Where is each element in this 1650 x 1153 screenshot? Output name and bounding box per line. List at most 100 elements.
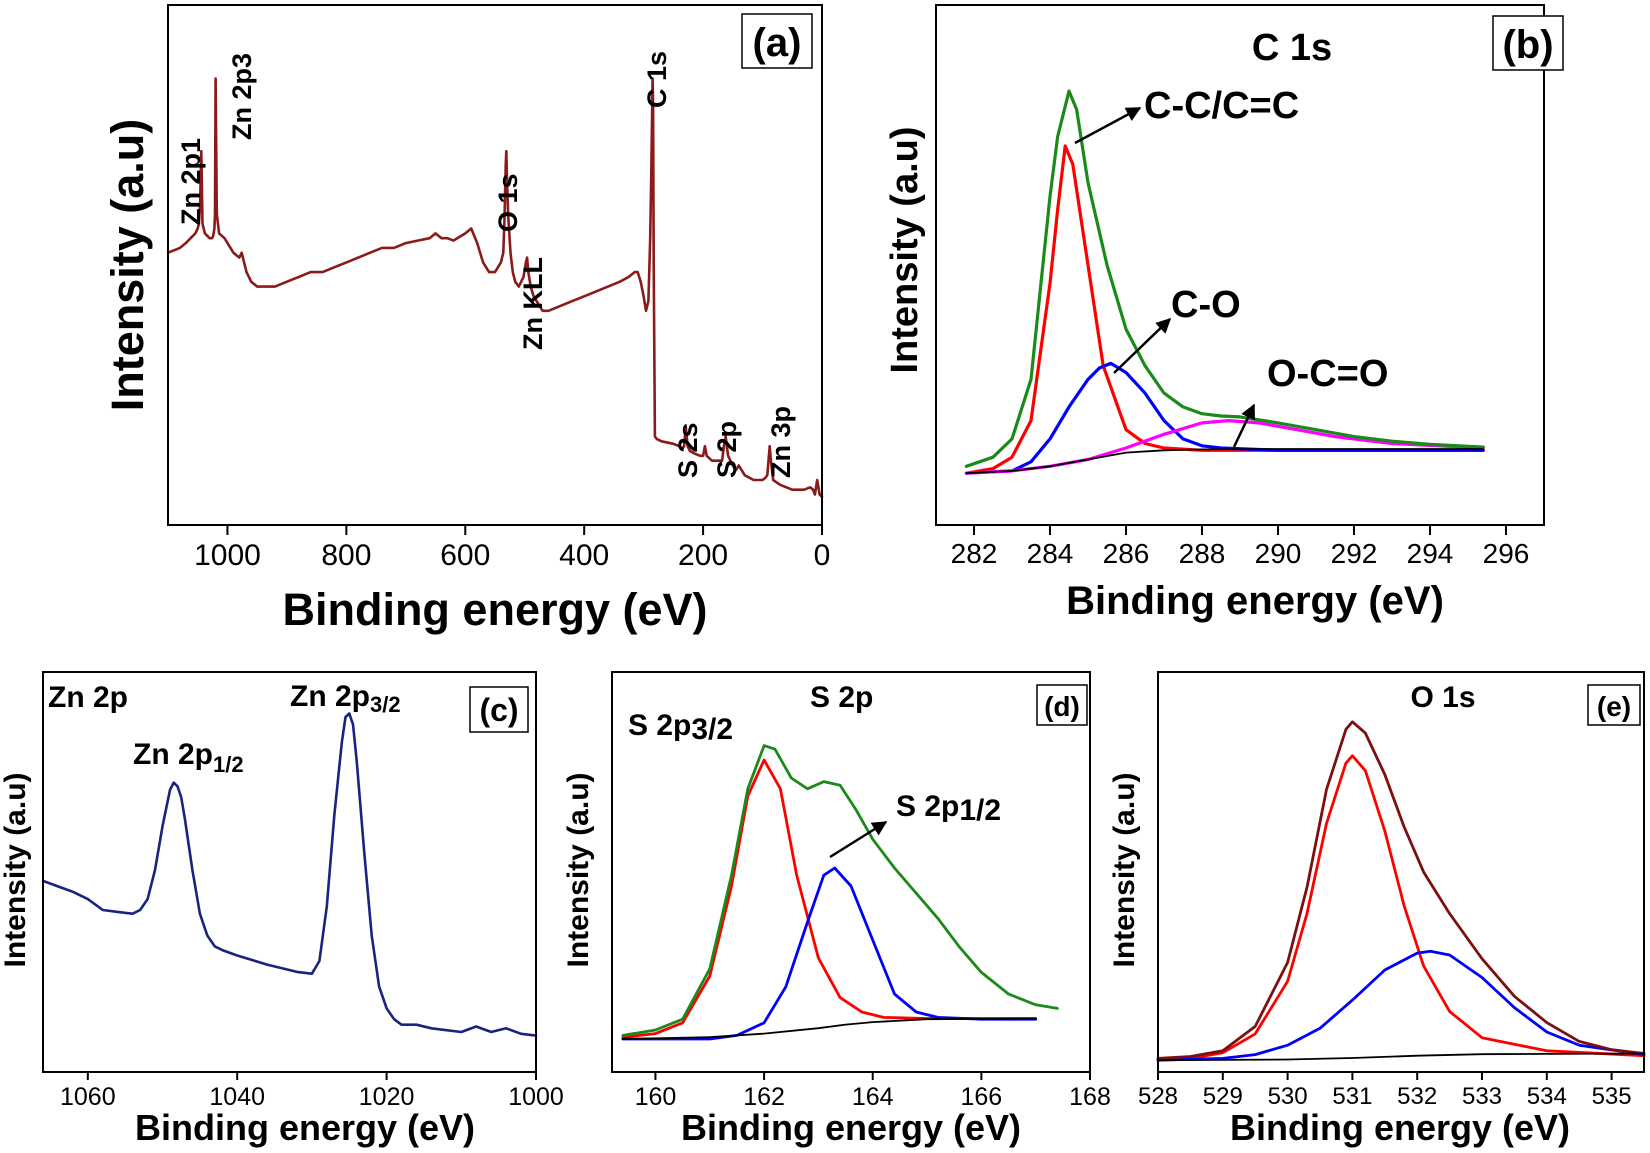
x-axis-label-c: Binding energy (eV) bbox=[135, 1107, 475, 1148]
series-line-b-1 bbox=[964, 361, 1485, 475]
panel-label-box-b bbox=[1492, 15, 1564, 71]
plot-area-e bbox=[1156, 720, 1646, 1062]
series-line-d-3 bbox=[622, 1017, 1037, 1040]
arrow-s-2p12 bbox=[829, 820, 888, 859]
x-tick-label-e-6: 534 bbox=[1527, 1083, 1567, 1110]
y-axis-label-e: Intensity (a.u) bbox=[1108, 772, 1141, 967]
panel-label-box-d bbox=[1036, 684, 1088, 726]
x-ticks-b: 282 284 286 288 290 292 294 296 bbox=[951, 525, 1529, 569]
panel-label-box-e bbox=[1587, 684, 1641, 726]
x-tick-label-e-2: 530 bbox=[1268, 1083, 1308, 1110]
x-tick-label-b-0: 282 bbox=[951, 538, 998, 569]
x-ticks-a: 1000 800 600 400 200 0 bbox=[194, 525, 830, 572]
series-line-b-4 bbox=[965, 448, 1485, 475]
x-axis-label-e: Binding energy (eV) bbox=[1230, 1107, 1570, 1148]
x-tick-label-b-3: 288 bbox=[1179, 538, 1226, 569]
series-line-d-2 bbox=[621, 744, 1059, 1037]
annotation-o-c-o: O-C=O bbox=[1267, 353, 1388, 395]
x-axis-label-d: Binding energy (eV) bbox=[681, 1107, 1021, 1148]
series-line-e-1 bbox=[1156, 949, 1646, 1062]
panel-a: 1000 800 600 400 200 0 (a) Binding energy (eV… bbox=[102, 4, 830, 635]
x-ticks-c: 1060 1040 1020 1000 bbox=[60, 1072, 564, 1111]
panel-d: 160 162 164 166 168 (d) S 2p S 2p3/2 S 2p1/2… bbox=[562, 671, 1111, 1148]
series-line-d-1 bbox=[621, 866, 1038, 1041]
series-line-e-2 bbox=[1156, 720, 1646, 1060]
panel-b: 282 284 286 288 290 292 294 296 (b) C 1s Bindin… bbox=[884, 4, 1564, 623]
panel-label-c: (c) bbox=[479, 692, 518, 728]
series-line-e-3 bbox=[1157, 1052, 1645, 1062]
x-tick-label-d-0: 160 bbox=[635, 1083, 677, 1111]
panel-label-box-c bbox=[469, 686, 529, 733]
series-line-e-0 bbox=[1156, 754, 1646, 1062]
panel-c: 1060 1040 1020 1000 (c) Zn 2p Zn 2p3/2 Zn 2… bbox=[0, 671, 564, 1148]
chart-title-b: C 1s bbox=[1252, 27, 1332, 69]
x-axis-label-b: Binding energy (eV) bbox=[1066, 579, 1444, 623]
x-tick-label-d-1: 162 bbox=[743, 1083, 785, 1111]
axes-frame-e bbox=[1157, 671, 1645, 1073]
panel-label-box-a bbox=[741, 13, 813, 69]
x-tick-label-a-4: 200 bbox=[678, 539, 728, 572]
x-tick-label-e-7: 535 bbox=[1592, 1083, 1632, 1110]
x-tick-label-a-5: 0 bbox=[814, 539, 831, 572]
arrow-o-c-o bbox=[1232, 403, 1256, 448]
annotation-zn-kll: Zn KLL bbox=[518, 257, 548, 350]
panel-label-a: (a) bbox=[753, 21, 802, 65]
annotation-c-1s: C 1s bbox=[642, 51, 672, 108]
plot-area-d bbox=[621, 744, 1059, 1041]
annotation-s-2s: S 2s bbox=[673, 422, 703, 478]
y-axis-label-d: Intensity (a.u) bbox=[562, 772, 595, 967]
axes-frame-d bbox=[611, 671, 1091, 1073]
series-line-a-0 bbox=[166, 77, 824, 499]
chart-title-c: Zn 2p bbox=[48, 681, 128, 714]
annotation-s-2p: S 2p bbox=[712, 421, 742, 478]
series-line-c-0 bbox=[41, 712, 538, 1037]
annotation-zn-2p3: Zn 2p3 bbox=[227, 53, 257, 140]
x-tick-label-c-3: 1000 bbox=[508, 1083, 564, 1111]
annotation-zn-2p12: Zn 2p1/2 bbox=[133, 738, 244, 777]
x-tick-label-b-1: 284 bbox=[1027, 538, 1074, 569]
x-ticks-e: 528 529 530 531 532 533 534 535 bbox=[1138, 1072, 1632, 1110]
annotation-zn-2p32: Zn 2p3/2 bbox=[290, 680, 401, 717]
annotation-zn-2p1: Zn 2p1 bbox=[176, 138, 206, 225]
panel-e: 528 529 530 531 532 533 534 535 (e) O 1s Bindin… bbox=[1108, 671, 1646, 1148]
axes-frame-b bbox=[935, 4, 1545, 526]
annotation-c-o: C-O bbox=[1171, 284, 1241, 326]
x-tick-label-a-1: 800 bbox=[321, 539, 371, 572]
arrow-c-o bbox=[1113, 317, 1172, 374]
x-tick-label-d-2: 164 bbox=[852, 1083, 894, 1111]
x-tick-label-c-1: 1040 bbox=[209, 1083, 265, 1111]
y-axis-label-a: Intensity (a.u) bbox=[102, 119, 153, 412]
x-tick-label-c-0: 1060 bbox=[60, 1083, 116, 1111]
x-tick-label-e-3: 531 bbox=[1332, 1083, 1372, 1110]
plot-area-a bbox=[166, 77, 824, 499]
x-tick-label-b-4: 290 bbox=[1255, 538, 1302, 569]
chart-title-d: S 2p bbox=[810, 681, 873, 714]
series-line-b-0 bbox=[964, 144, 1485, 475]
axes-frame-c bbox=[42, 671, 537, 1073]
x-tick-label-d-3: 166 bbox=[961, 1083, 1003, 1111]
series-line-b-3 bbox=[964, 89, 1485, 468]
x-tick-label-a-2: 600 bbox=[440, 539, 490, 572]
chart-title-e: O 1s bbox=[1410, 681, 1475, 714]
annotation-s-2p12: S 2p1/2 bbox=[896, 790, 1001, 827]
x-tick-label-a-3: 400 bbox=[559, 539, 609, 572]
series-line-d-0 bbox=[621, 758, 1038, 1039]
y-axis-label-b: Intensity (a.u) bbox=[884, 126, 926, 373]
annotation-o-1s: O 1s bbox=[493, 173, 523, 232]
x-tick-label-d-4: 168 bbox=[1069, 1083, 1111, 1111]
arrow-c-c bbox=[1074, 106, 1142, 145]
x-tick-label-e-5: 533 bbox=[1462, 1083, 1502, 1110]
x-axis-label-a: Binding energy (eV) bbox=[282, 584, 707, 635]
x-tick-label-b-6: 294 bbox=[1407, 538, 1454, 569]
x-ticks-d: 160 162 164 166 168 bbox=[635, 1072, 1111, 1111]
x-tick-label-e-0: 528 bbox=[1138, 1083, 1178, 1110]
annotation-s-2p32: S 2p3/2 bbox=[628, 709, 733, 746]
x-tick-label-a-0: 1000 bbox=[194, 539, 261, 572]
panel-label-e: (e) bbox=[1597, 691, 1631, 722]
x-tick-label-e-1: 529 bbox=[1203, 1083, 1243, 1110]
x-tick-label-e-4: 532 bbox=[1397, 1083, 1437, 1110]
axes-frame-a bbox=[167, 4, 823, 526]
y-axis-label-c: Intensity (a.u) bbox=[0, 772, 32, 967]
plot-area-c bbox=[41, 712, 538, 1037]
